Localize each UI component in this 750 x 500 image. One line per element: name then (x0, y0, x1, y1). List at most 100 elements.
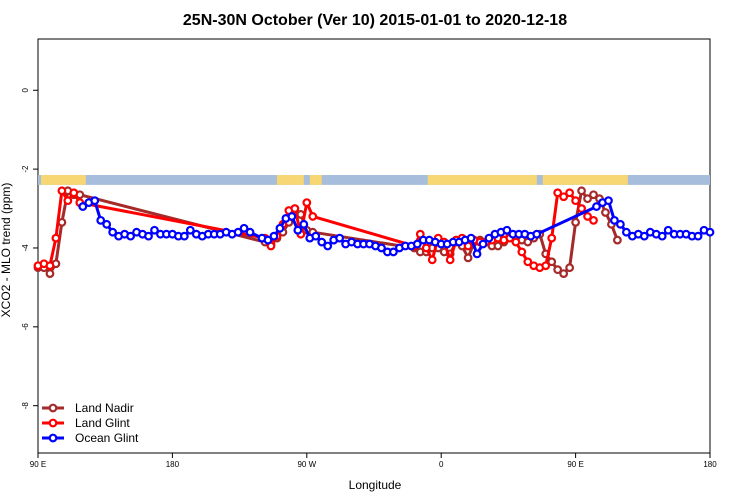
land-segment (40, 175, 86, 185)
data-point (269, 231, 279, 241)
legend-label: Ocean Glint (75, 431, 139, 445)
x-tick-label: 90 E (30, 460, 46, 469)
x-tick-label: 0 (439, 460, 444, 469)
data-point (290, 204, 300, 213)
data-point (185, 225, 195, 235)
data-point (45, 269, 55, 279)
data-point (657, 231, 667, 241)
data-point (126, 231, 135, 241)
x-tick-label: 90 E (567, 460, 583, 469)
y-tick-label: 0 (21, 87, 30, 92)
data-point (601, 208, 610, 217)
x-tick-label: 90 W (297, 460, 316, 469)
data-point (604, 196, 613, 206)
data-point (565, 263, 575, 273)
data-point (547, 257, 557, 267)
data-point (466, 233, 476, 243)
data-point (90, 196, 100, 206)
data-point (589, 190, 598, 200)
data-point (553, 265, 563, 275)
land-segment (427, 175, 537, 185)
data-point (150, 225, 159, 235)
data-point (493, 241, 503, 251)
data-point (389, 247, 398, 257)
data-point (287, 212, 297, 221)
legend-label: Land Glint (75, 416, 130, 430)
data-point (511, 237, 521, 247)
data-point (323, 241, 333, 251)
ocean-band (38, 175, 710, 185)
y-tick-label: -4 (21, 244, 30, 252)
data-point (589, 215, 598, 225)
data-point (577, 186, 586, 196)
data-point (541, 261, 551, 271)
data-point (559, 269, 569, 279)
series-ocean-glint (78, 196, 715, 259)
data-point (502, 225, 512, 235)
data-point (63, 196, 73, 206)
data-point (463, 253, 473, 263)
data-point (478, 239, 488, 249)
data-point (335, 233, 345, 243)
data-point (302, 198, 312, 208)
data-point (299, 219, 309, 229)
legend-label: Land Nadir (75, 401, 134, 415)
data-point (621, 227, 631, 237)
data-point (532, 229, 542, 239)
data-point (517, 247, 527, 257)
x-axis-label: Longitude (349, 478, 402, 492)
data-point (484, 233, 494, 243)
data-point (96, 215, 106, 225)
data-point (693, 231, 703, 241)
data-point (613, 235, 622, 245)
data-point (639, 231, 649, 241)
land-segment (309, 175, 322, 185)
x-tick-label: 180 (166, 460, 180, 469)
legend-marker (48, 418, 58, 428)
data-point (583, 194, 592, 204)
data-point (102, 219, 112, 229)
data-point (412, 239, 422, 249)
data-point (108, 227, 118, 237)
data-point (472, 249, 482, 259)
data-point (78, 202, 88, 211)
data-point (311, 231, 321, 241)
data-point (523, 257, 533, 267)
data-point (377, 243, 386, 253)
data-point (610, 215, 619, 225)
land-segment (542, 175, 628, 185)
data-point (421, 243, 431, 253)
data-point (308, 212, 318, 221)
data-point (69, 188, 79, 198)
data-point (293, 225, 303, 235)
data-point (427, 255, 437, 265)
land-segment (276, 175, 304, 185)
data-point (705, 227, 715, 237)
data-point (553, 188, 563, 198)
data-point (571, 196, 580, 206)
data-point (583, 212, 592, 221)
x-tick-label: 180 (703, 460, 717, 469)
data-point (616, 219, 625, 229)
data-point (275, 223, 285, 233)
data-point (263, 235, 273, 245)
x-axis-ticks: 90 E 180 90 W 0 90 E 180 (30, 453, 717, 469)
y-tick-label: -8 (21, 402, 30, 410)
legend-marker (48, 433, 58, 443)
data-point (559, 192, 569, 202)
data-point (51, 233, 61, 243)
data-point (565, 188, 575, 198)
data-point (239, 223, 249, 233)
data-point (45, 261, 55, 271)
y-tick-label: -2 (21, 165, 30, 173)
data-point (317, 237, 327, 247)
y-axis-label: XCO2 - MLO trend (ppm) (0, 183, 13, 318)
y-axis-ticks: 0 -2 -4 -6 -8 (21, 87, 38, 409)
plot-frame (37, 38, 711, 454)
data-point (245, 227, 255, 237)
data-point (445, 255, 455, 265)
legend-marker (48, 403, 58, 413)
data-point (233, 227, 243, 237)
